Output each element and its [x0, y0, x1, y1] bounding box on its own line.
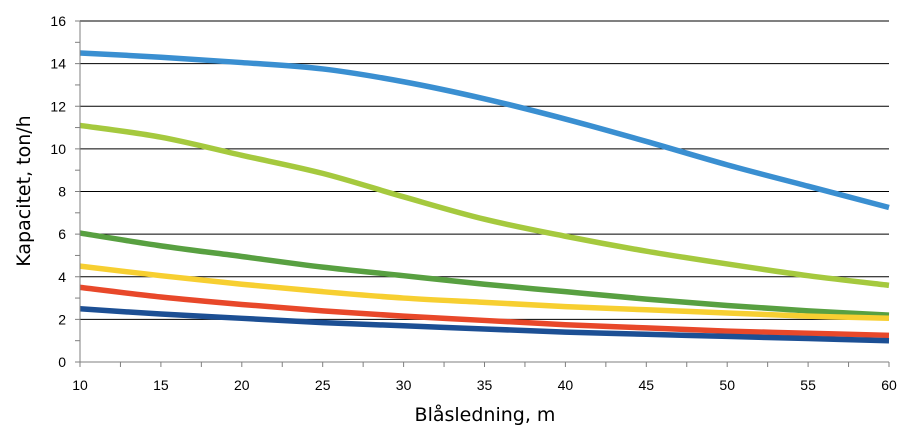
- series-line-5: [79, 284, 890, 339]
- x-tick-label: 50: [719, 377, 735, 393]
- gridlines: [80, 20, 889, 320]
- series-line-3: [79, 230, 890, 318]
- y-tick-label: 2: [58, 311, 66, 327]
- series-line-1: [79, 50, 890, 211]
- x-axis-title: Blåsledning, m: [415, 403, 556, 426]
- x-tick-label: 15: [153, 377, 169, 393]
- axes: [75, 20, 890, 367]
- x-tick-label: 45: [639, 377, 655, 393]
- x-tick-label: 10: [72, 377, 88, 393]
- x-tick-label: 40: [558, 377, 574, 393]
- x-tick-label: 55: [800, 377, 816, 393]
- y-tick-label: 14: [50, 56, 66, 72]
- x-tick-label: 35: [477, 377, 493, 393]
- y-tick-label: 12: [50, 98, 66, 114]
- y-tick-label: 16: [50, 13, 66, 29]
- y-axis-title: Kapacitet, ton/h: [13, 115, 35, 266]
- y-tick-label: 4: [58, 269, 66, 285]
- y-tick-label: 6: [58, 226, 66, 242]
- tick-labels: 0 2 4 6 8 10 12 14 16 10 15 20 25 30 35 40 45 50 55 60: [50, 13, 897, 393]
- y-tick-label: 10: [50, 141, 66, 157]
- series-line-4: [79, 263, 890, 322]
- y-tick-label: 0: [58, 354, 66, 370]
- y-tick-label: 8: [58, 184, 66, 200]
- series-line-6: [79, 305, 890, 344]
- x-tick-label: 60: [881, 377, 897, 393]
- x-tick-label: 25: [315, 377, 331, 393]
- x-tick-label: 30: [396, 377, 412, 393]
- series-lines: [79, 50, 890, 344]
- series-line-2: [79, 122, 890, 289]
- x-tick-label: 20: [234, 377, 250, 393]
